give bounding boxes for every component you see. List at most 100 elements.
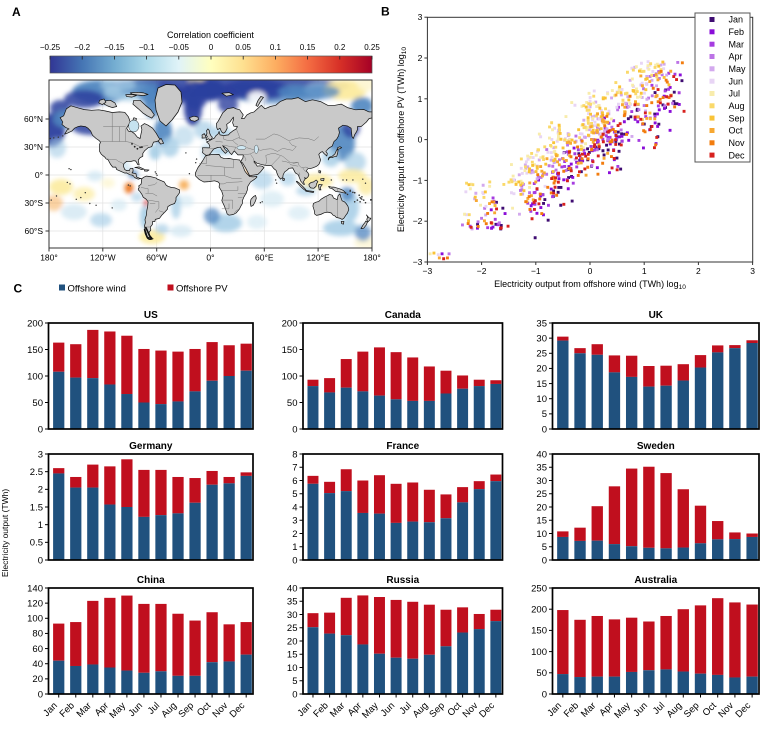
svg-text:Electricity output (TWh): Electricity output (TWh) [0, 489, 10, 577]
svg-text:Apr: Apr [93, 700, 111, 718]
svg-text:0: 0 [292, 555, 297, 566]
svg-text:50: 50 [32, 398, 43, 409]
svg-text:0.25: 0.25 [364, 43, 380, 52]
svg-text:6: 6 [292, 476, 297, 487]
svg-text:0: 0 [292, 424, 297, 435]
svg-text:UK: UK [649, 310, 664, 321]
svg-text:May: May [360, 700, 381, 721]
svg-text:15: 15 [536, 379, 547, 390]
svg-text:−3: −3 [423, 266, 433, 276]
svg-text:25: 25 [536, 489, 547, 500]
svg-text:−0.1: −0.1 [139, 43, 155, 52]
svg-text:5: 5 [542, 542, 547, 553]
svg-text:120°E: 120°E [306, 253, 330, 263]
svg-text:May: May [729, 64, 747, 74]
svg-text:Dec: Dec [734, 700, 754, 720]
svg-text:8: 8 [292, 449, 297, 460]
svg-text:30°S: 30°S [24, 198, 43, 208]
svg-text:5: 5 [542, 409, 547, 420]
svg-text:US: US [144, 310, 158, 321]
svg-text:30: 30 [536, 333, 547, 344]
svg-text:Aug: Aug [729, 101, 745, 111]
svg-text:25: 25 [536, 349, 547, 360]
svg-text:−1: −1 [413, 175, 423, 185]
svg-text:Jan: Jan [295, 700, 314, 719]
svg-text:180°: 180° [363, 253, 381, 263]
svg-text:0.5: 0.5 [30, 538, 43, 549]
svg-text:10: 10 [287, 663, 298, 674]
svg-text:120: 120 [27, 598, 43, 609]
svg-text:2.5: 2.5 [30, 467, 43, 478]
svg-text:150: 150 [27, 345, 43, 356]
svg-text:Oct: Oct [195, 700, 213, 718]
svg-text:80: 80 [32, 629, 43, 640]
svg-text:100: 100 [282, 371, 298, 382]
svg-text:Jul: Jul [146, 700, 162, 716]
svg-text:20: 20 [32, 674, 43, 685]
svg-text:0: 0 [292, 689, 297, 700]
svg-text:Dec: Dec [228, 700, 248, 720]
svg-text:1: 1 [642, 266, 647, 276]
svg-text:Nov: Nov [716, 700, 736, 720]
svg-text:Apr: Apr [597, 700, 615, 718]
svg-text:Electricity output from offsho: Electricity output from offshore wind (T… [494, 279, 686, 291]
svg-text:250: 250 [531, 583, 547, 594]
svg-text:0: 0 [38, 555, 43, 566]
svg-text:May: May [108, 700, 129, 721]
svg-text:Oct: Oct [701, 700, 719, 718]
svg-text:Oct: Oct [729, 126, 744, 136]
svg-text:Offshore wind: Offshore wind [68, 284, 126, 295]
svg-text:0: 0 [38, 689, 43, 700]
svg-text:Apr: Apr [729, 52, 743, 62]
svg-text:20: 20 [287, 636, 298, 647]
svg-text:0: 0 [542, 555, 547, 566]
svg-text:60: 60 [32, 644, 43, 655]
svg-text:0.15: 0.15 [300, 43, 316, 52]
svg-text:Mar: Mar [579, 700, 598, 719]
svg-text:40: 40 [32, 659, 43, 670]
svg-text:Offshore PV: Offshore PV [176, 284, 228, 295]
svg-text:30°N: 30°N [24, 142, 43, 152]
svg-text:Mar: Mar [729, 39, 745, 49]
svg-text:Nov: Nov [211, 700, 231, 720]
svg-text:10: 10 [536, 529, 547, 540]
svg-text:Sep: Sep [682, 700, 702, 720]
svg-text:Jun: Jun [379, 700, 398, 719]
svg-text:0.05: 0.05 [235, 43, 251, 52]
svg-text:1: 1 [418, 94, 423, 104]
svg-text:35: 35 [536, 318, 547, 329]
svg-text:Apr: Apr [346, 700, 364, 718]
svg-text:Feb: Feb [311, 700, 330, 719]
svg-text:−2: −2 [413, 216, 423, 226]
svg-text:60°W: 60°W [146, 253, 167, 263]
svg-text:1: 1 [38, 520, 43, 531]
svg-text:40: 40 [287, 583, 298, 594]
svg-text:Correlation coefficient: Correlation coefficient [167, 30, 254, 40]
svg-text:−2: −2 [477, 266, 487, 276]
svg-text:3: 3 [750, 266, 755, 276]
svg-text:0: 0 [418, 135, 423, 145]
svg-text:Sweden: Sweden [637, 441, 675, 452]
svg-text:0: 0 [542, 424, 547, 435]
svg-text:−0.25: −0.25 [40, 43, 61, 52]
svg-text:Oct: Oct [445, 700, 463, 718]
svg-text:0.2: 0.2 [334, 43, 346, 52]
svg-text:Aug: Aug [665, 700, 685, 720]
svg-text:−1: −1 [531, 266, 541, 276]
svg-text:5: 5 [292, 489, 297, 500]
svg-text:0°: 0° [206, 253, 214, 263]
svg-text:20: 20 [536, 502, 547, 513]
svg-text:0°: 0° [35, 170, 43, 180]
svg-text:0.1: 0.1 [270, 43, 282, 52]
svg-text:2: 2 [696, 266, 701, 276]
svg-text:15: 15 [536, 516, 547, 527]
svg-text:150: 150 [282, 345, 298, 356]
svg-text:5: 5 [292, 676, 297, 687]
svg-text:France: France [386, 441, 419, 452]
svg-text:Feb: Feb [562, 700, 581, 719]
svg-text:2: 2 [418, 53, 423, 63]
svg-text:30: 30 [287, 610, 298, 621]
svg-text:Nov: Nov [461, 700, 481, 720]
svg-text:100: 100 [27, 614, 43, 625]
svg-text:10: 10 [536, 394, 547, 405]
